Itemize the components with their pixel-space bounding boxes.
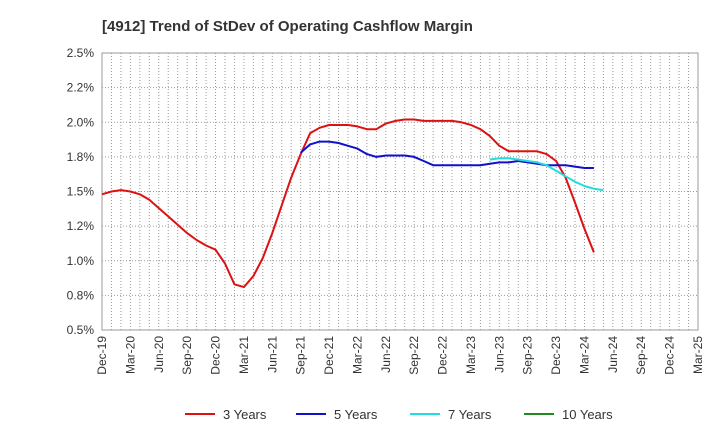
x-tick-label: Jun-23: [492, 336, 506, 373]
y-tick-label: 1.2%: [67, 219, 95, 233]
x-tick-label: Mar-21: [237, 336, 251, 374]
x-tick-label: Mar-23: [464, 336, 478, 374]
x-tick-label: Dec-24: [663, 336, 677, 375]
x-tick-label: Dec-23: [549, 336, 563, 375]
x-tick-label: Sep-23: [521, 336, 535, 375]
x-tick-label: Sep-24: [634, 336, 648, 375]
series-lines: [101, 118, 604, 289]
x-tick-label: Dec-20: [209, 336, 223, 375]
y-tick-label: 2.5%: [67, 46, 95, 60]
legend-label: 7 Years: [448, 407, 492, 422]
legend-label: 10 Years: [562, 407, 613, 422]
x-tick-label: Mar-20: [123, 336, 137, 374]
x-tick-label: Jun-21: [265, 336, 279, 373]
x-tick-label: Sep-20: [180, 336, 194, 375]
x-tick-label: Jun-22: [379, 336, 393, 373]
y-tick-label: 0.5%: [67, 323, 95, 337]
x-tick-label: Dec-22: [436, 336, 450, 375]
x-tick-label: Jun-24: [606, 336, 620, 373]
x-tick-label: Dec-19: [95, 336, 109, 375]
series-line-3-years: [101, 118, 595, 289]
y-tick-label: 1.0%: [67, 254, 95, 268]
y-tick-label: 1.8%: [67, 150, 95, 164]
legend-label: 3 Years: [223, 407, 267, 422]
x-tick-label: Sep-21: [294, 336, 308, 375]
x-tick-label: Mar-25: [691, 336, 705, 374]
y-tick-label: 2.2%: [67, 81, 95, 95]
y-tick-label: 0.8%: [67, 288, 95, 302]
series-line-7-years: [489, 157, 604, 192]
y-axis: 0.5% 0.8% 1.0% 1.2% 1.5% 1.8% 2.0% 2.2% 2.5%: [67, 46, 95, 337]
x-tick-label: Dec-21: [322, 336, 336, 375]
x-tick-label: Mar-22: [350, 336, 364, 374]
x-tick-label: Jun-20: [152, 336, 166, 373]
y-tick-label: 2.0%: [67, 115, 95, 129]
legend: 3 Years 5 Years 7 Years 10 Years: [185, 407, 613, 422]
x-tick-label: Mar-24: [577, 336, 591, 374]
x-axis: Dec-19 Mar-20 Jun-20 Sep-20 Dec-20 Mar-21 Jun-…: [95, 336, 705, 375]
legend-label: 5 Years: [334, 407, 378, 422]
x-tick-label: Sep-22: [407, 336, 421, 375]
y-tick-label: 1.5%: [67, 185, 95, 199]
chart-title: [4912] Trend of StDev of Operating Cashf…: [102, 18, 473, 35]
